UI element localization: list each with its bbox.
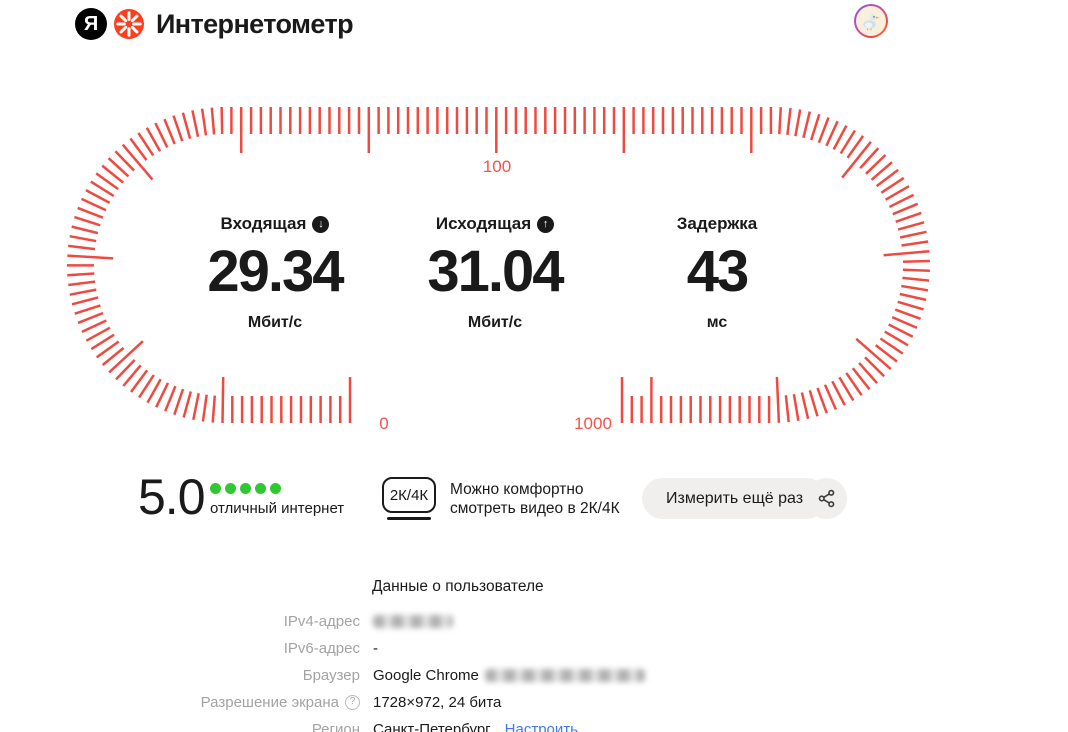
latency-value: 43 [686,239,750,304]
latency-label-text: Задержка [676,214,758,233]
gauge-scale-label-0: 0 [379,414,389,433]
user-avatar[interactable] [854,4,888,38]
quality-line-2: смотреть видео в 2К/4К [450,500,620,517]
share-button[interactable] [806,478,847,519]
latency-metric: Задержка 43 мс [607,214,827,332]
quality-description: Можно комфортно смотреть видео в 2К/4К [450,480,620,518]
download-speed-value: 29.34 [207,239,344,304]
yandex-logo-icon: Я [75,8,107,40]
download-metric: Входящая ↓ 29.34 Мбит/с [165,214,385,332]
score-value: 5.0 [138,469,206,525]
ipv6-value: - [373,640,378,657]
download-label: Входящая ↓ [165,214,385,234]
upload-label-text: Исходящая [435,214,532,233]
user-data-heading: Данные о пользователе [372,578,544,595]
user-data-section: Данные о пользователе IPv4-адрес IPv6-ад… [0,578,1068,732]
avatar-duck-image [856,6,886,36]
score-dots [210,483,281,494]
ipv4-value [373,613,1068,630]
screen-resolution-label: Разрешение экрана ? [0,694,360,711]
browser-label: Браузер [302,667,360,684]
browser-name: Google Chrome [373,667,479,684]
upload-circle-icon: ↑ [537,215,555,233]
region-label: Регион [311,721,360,732]
score-dot [270,483,281,494]
region-configure-link[interactable]: Настроить [504,721,578,732]
share-icon [818,489,835,508]
latency-label: Задержка [607,214,827,234]
quality-line-1: Можно комфортно [450,481,584,498]
screen-resolution-label-text: Разрешение экрана [200,694,339,711]
ipv6-label: IPv6-адрес [283,640,360,657]
user-data-table: IPv4-адрес IPv6-адрес - Браузер Google C… [0,613,1068,732]
download-speed-unit: Мбит/с [247,314,303,331]
help-icon[interactable]: ? [345,695,360,710]
browser-value: Google Chrome [373,667,1068,684]
page-title: Интернетометр [156,8,354,39]
ipv4-label: IPv4-адрес [283,613,360,630]
ipv4-redacted-value [373,615,453,628]
score-dot [255,483,266,494]
upload-speed-value: 31.04 [427,239,564,304]
score-dot [240,483,251,494]
quality-badge-screen-icon: 2К/4К [382,477,436,513]
measure-again-button[interactable]: Измерить ещё раз [642,478,828,519]
upload-speed-unit: Мбит/с [467,314,523,331]
upload-label: Исходящая ↑ [385,214,605,234]
download-label-text: Входящая [220,214,307,233]
gauge-scale-label-1000: 1000 [574,414,612,433]
quality-badge-stand [387,517,431,520]
score-dot [225,483,236,494]
screen-resolution-value: 1728×972, 24 бита [373,694,502,711]
gauge-scale-label-100: 100 [482,157,512,176]
upload-metric: Исходящая ↑ 31.04 Мбит/с [385,214,605,332]
internetometer-burst-icon [114,9,144,39]
browser-version-redacted [484,669,645,682]
download-circle-icon: ↓ [312,215,330,233]
logo[interactable]: Я Интернетометр [75,8,354,40]
region-name: Санкт-Петербург [373,721,491,732]
score-caption: отличный интернет [210,500,345,517]
latency-unit: мс [706,314,728,331]
region-value: Санкт-Петербург Настроить [373,721,1068,732]
score-dot [210,483,221,494]
